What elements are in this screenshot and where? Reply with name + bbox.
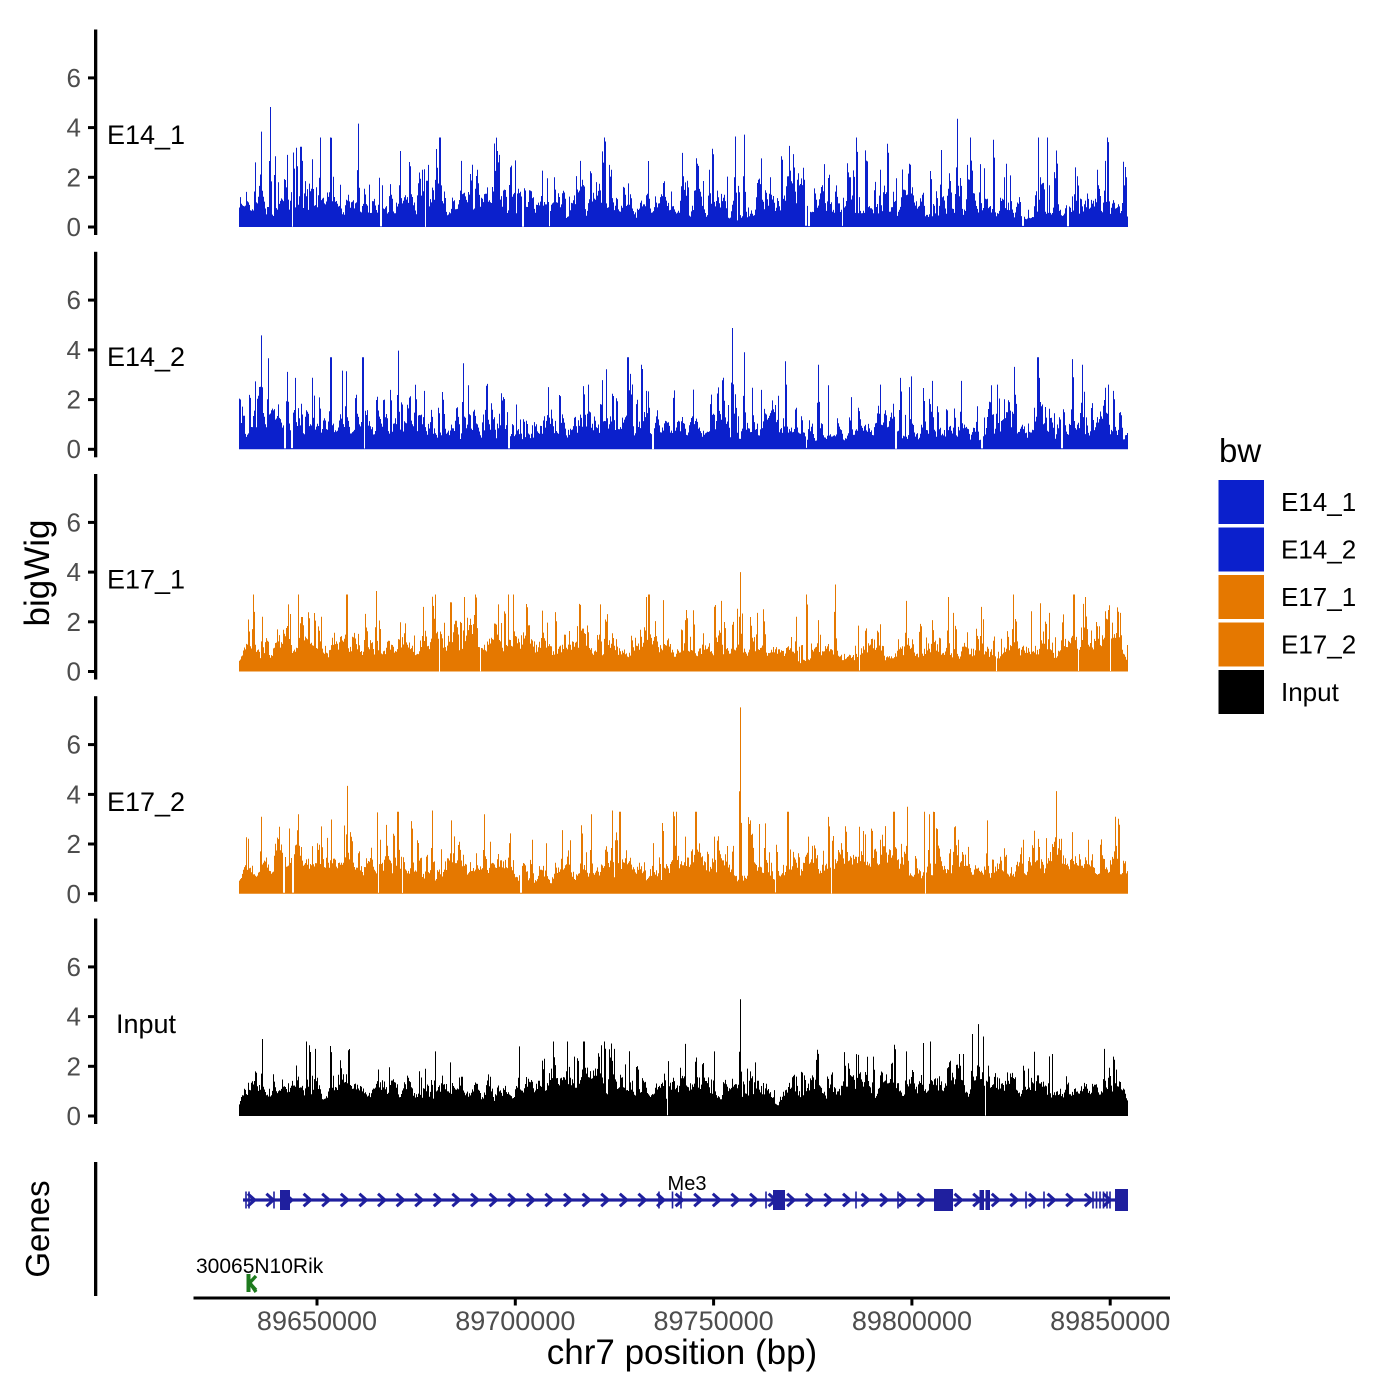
svg-text:0: 0 [67,879,81,909]
svg-text:2: 2 [67,829,81,859]
svg-text:Genes: Genes [19,1180,56,1277]
svg-text:bigWig: bigWig [18,520,57,627]
svg-text:E14_2: E14_2 [1281,535,1356,565]
svg-text:6: 6 [67,730,81,760]
svg-text:2: 2 [67,385,81,415]
svg-text:4: 4 [67,779,81,809]
svg-text:Me3: Me3 [668,1173,707,1195]
svg-text:4: 4 [67,1002,81,1032]
svg-text:89700000: 89700000 [455,1306,575,1336]
svg-text:89850000: 89850000 [1050,1306,1170,1336]
svg-text:E14_1: E14_1 [1281,487,1356,517]
svg-text:0: 0 [67,657,81,687]
svg-text:0: 0 [67,434,81,464]
svg-text:6: 6 [67,63,81,93]
svg-text:E14_1: E14_1 [107,120,185,150]
svg-text:6: 6 [67,952,81,982]
svg-text:89800000: 89800000 [852,1306,972,1336]
svg-text:E14_2: E14_2 [107,342,185,372]
svg-text:89650000: 89650000 [257,1306,377,1336]
svg-text:chr7 position (bp): chr7 position (bp) [547,1333,817,1372]
svg-text:E17_2: E17_2 [107,787,185,817]
svg-text:2: 2 [67,162,81,192]
svg-text:E17_1: E17_1 [107,565,185,595]
svg-text:E17_1: E17_1 [1281,582,1356,612]
svg-text:2: 2 [67,1051,81,1081]
svg-text:4: 4 [67,557,81,587]
svg-text:89750000: 89750000 [654,1306,774,1336]
svg-text:6: 6 [67,507,81,537]
svg-text:4: 4 [67,113,81,143]
svg-text:E17_2: E17_2 [1281,630,1356,660]
svg-text:6: 6 [67,285,81,315]
svg-text:0: 0 [67,212,81,242]
svg-text:Input: Input [1281,677,1340,707]
svg-text:bw: bw [1219,432,1261,469]
svg-text:2: 2 [67,607,81,637]
svg-text:30065N10Rik: 30065N10Rik [196,1255,324,1278]
svg-text:0: 0 [67,1101,81,1131]
svg-text:Input: Input [116,1009,177,1039]
svg-text:4: 4 [67,335,81,365]
